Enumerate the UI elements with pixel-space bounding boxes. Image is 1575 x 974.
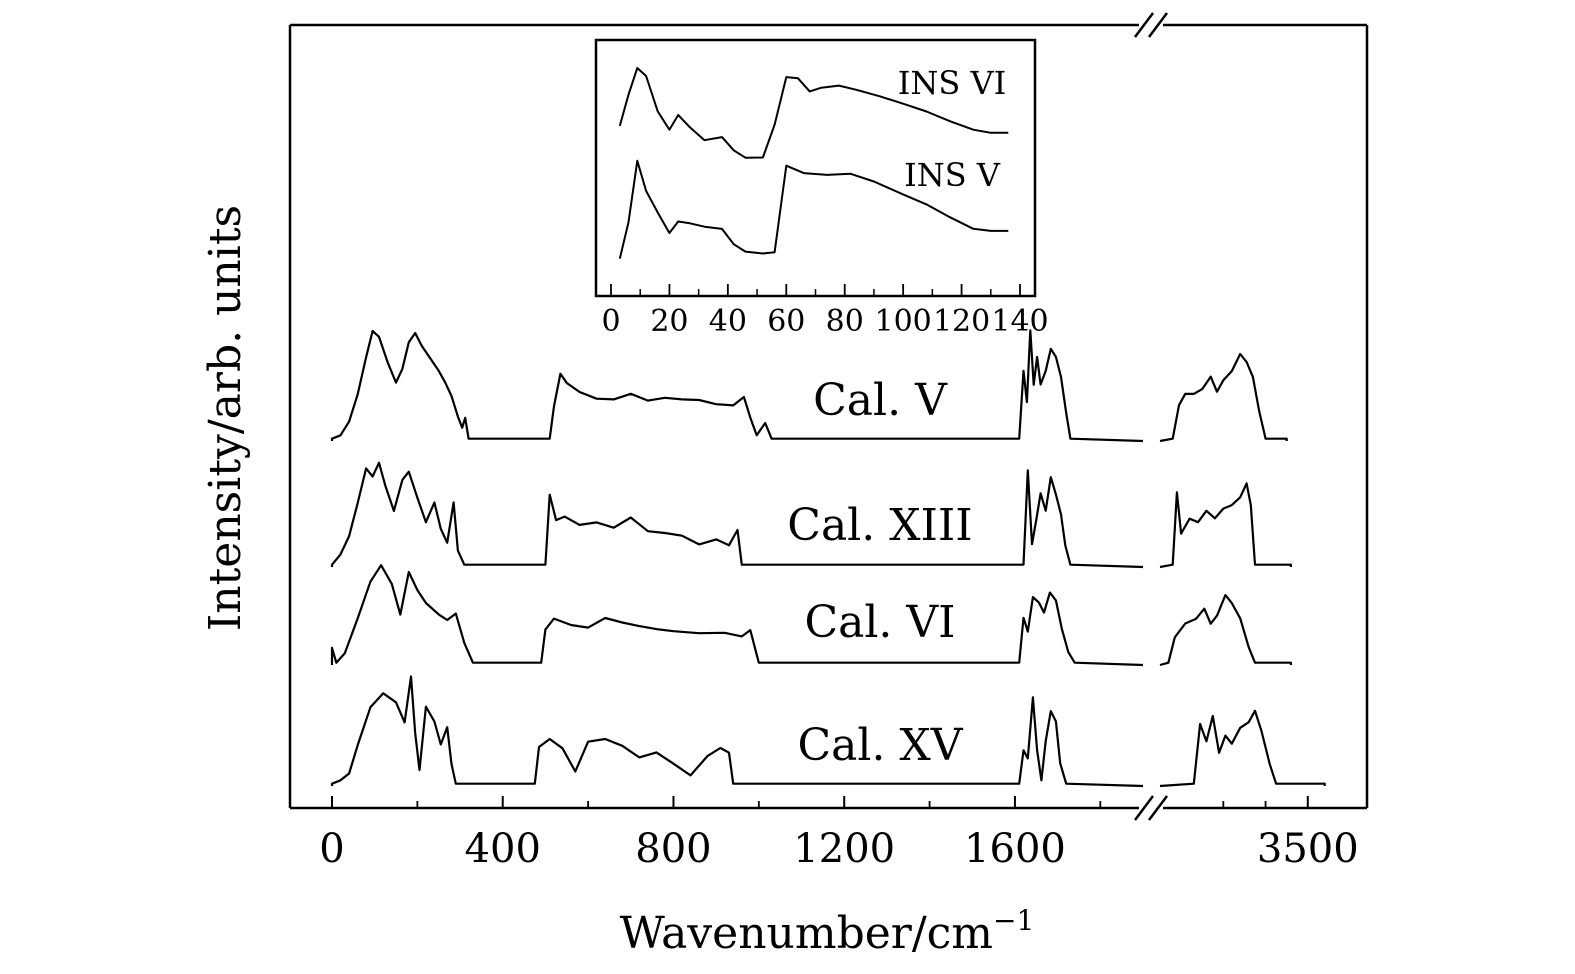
x-tick-label: 0 [319, 826, 344, 872]
inset-x-tick-label: 140 [991, 304, 1048, 339]
inset-frame [594, 38, 1037, 298]
series-line-cal-xv-seg1 [330, 675, 1144, 788]
series-line-cal-vi-seg2 [1159, 593, 1293, 667]
series-line-cal-v-seg1 [330, 329, 1144, 443]
axis-break-mark [1148, 795, 1168, 821]
series-line-cal-xiii-seg2 [1159, 482, 1293, 569]
inset-series-label: INS VI [898, 64, 1006, 102]
series-label: Cal. VI [804, 597, 955, 648]
inset-line-ins-v [618, 159, 1009, 259]
x-tick-label: 1600 [964, 826, 1066, 872]
inset-x-ticks: 0 20 40 60 80 100 120 140 [601, 284, 1049, 339]
inset-traces: INS VI INS V [618, 64, 1009, 259]
inset-x-tick-label: 40 [709, 304, 747, 339]
series-line-cal-xv-seg2 [1159, 709, 1326, 788]
inset-series-label: INS V [904, 156, 1001, 194]
series-label: Cal. XIII [787, 500, 972, 551]
x-axis-title: Wavenumber/cm−1 [620, 904, 1035, 959]
main-traces [330, 329, 1326, 788]
inset-x-tick-label: 0 [601, 304, 620, 339]
series-line-cal-v-seg2 [1159, 352, 1288, 443]
inset-x-tick-label: 80 [826, 304, 864, 339]
series-label: Cal. V [813, 375, 948, 426]
series-line-cal-xiii-seg1 [330, 461, 1144, 569]
axis-break-mark [1134, 795, 1154, 821]
x-tick-label: 3500 [1257, 826, 1359, 872]
series-line-cal-vi-seg1 [330, 564, 1144, 667]
axis-break-mark [1148, 12, 1168, 38]
y-axis-title: Intensity/arb. units [200, 205, 251, 631]
x-tick-label: 1200 [793, 826, 895, 872]
series-label: Cal. XV [797, 720, 963, 771]
x-tick-label: 400 [465, 826, 541, 872]
series-labels: Cal. V Cal. XIII Cal. VI Cal. XV [787, 375, 972, 771]
axis-break-mark [1134, 12, 1154, 38]
inset-x-tick-label: 60 [767, 304, 805, 339]
inset-x-tick-label: 100 [875, 304, 932, 339]
x-axis-title-superscript: −1 [993, 904, 1034, 937]
inset-x-tick-label: 20 [650, 304, 688, 339]
inset-line-ins-vi [618, 67, 1009, 159]
inset-x-tick-label: 120 [933, 304, 990, 339]
main-x-ticks: 0 400 800 1200 1600 3500 [319, 796, 1359, 872]
x-tick-label: 800 [635, 826, 711, 872]
